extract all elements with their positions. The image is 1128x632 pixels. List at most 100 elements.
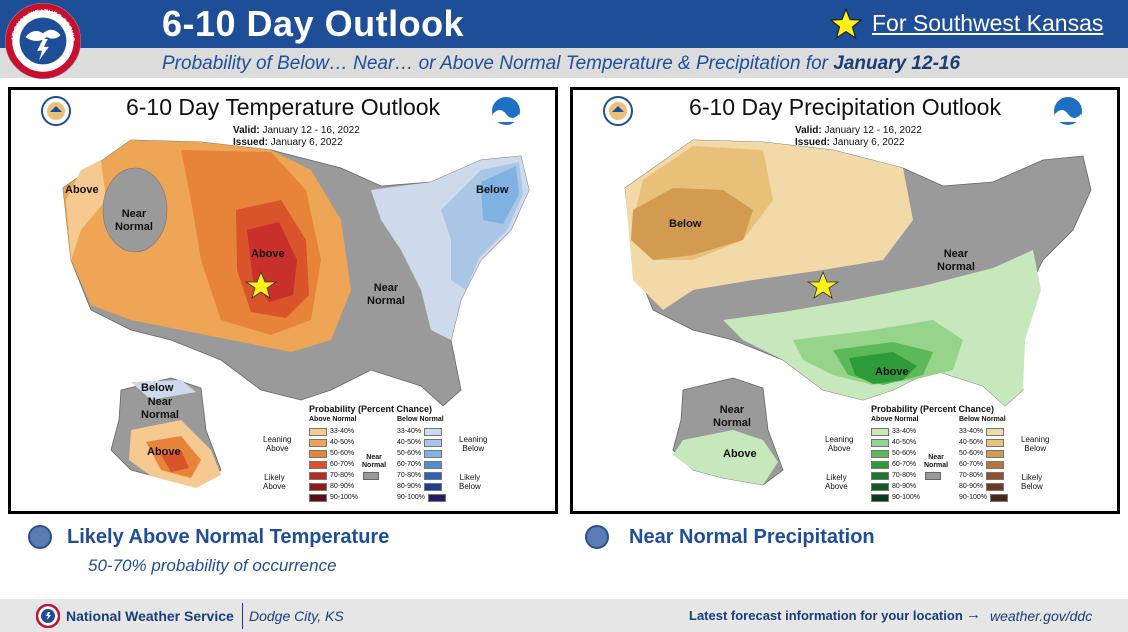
footer-bar bbox=[0, 599, 1128, 632]
legend-swatch bbox=[871, 471, 889, 480]
legend-swatch bbox=[990, 493, 1009, 502]
legend-range-label: 70-80% bbox=[397, 472, 422, 479]
legend-likely-above: Likely Above bbox=[263, 473, 286, 491]
legend-range-label: 50-60% bbox=[892, 450, 917, 457]
precipitation-map-title: 6-10 Day Precipitation Outlook bbox=[689, 94, 1001, 120]
legend-range-label: 60-70% bbox=[959, 461, 984, 468]
legend-swatch bbox=[424, 471, 443, 480]
legend-swatch bbox=[309, 493, 327, 502]
nws-logo: NATIONAL WEATHER SERVICE bbox=[4, 2, 82, 80]
label-above-center: Above bbox=[251, 248, 285, 260]
legend-swatch bbox=[871, 493, 889, 502]
star-icon bbox=[830, 8, 862, 40]
legend-row: 80-90% bbox=[871, 481, 920, 492]
temperature-summary: Likely Above Normal Temperature bbox=[67, 526, 390, 548]
label-alaska-above: Above bbox=[147, 446, 181, 458]
legend-swatch bbox=[986, 427, 1005, 436]
legend-swatch bbox=[424, 427, 443, 436]
legend-range-label: 33-40% bbox=[330, 428, 355, 435]
temperature-legend: Probability (Percent Chance) Above Norma… bbox=[263, 404, 488, 503]
legend-row: 90-100% bbox=[959, 492, 1009, 503]
legend-swatch bbox=[309, 427, 327, 436]
footer-office: Dodge City, KS bbox=[249, 608, 344, 624]
temperature-valid-dates: Valid: January 12 - 16, 2022 Issued: Jan… bbox=[233, 125, 360, 148]
legend-row: 60-70% bbox=[309, 459, 358, 470]
legend-row: 50-60% bbox=[871, 448, 920, 459]
legend-range-label: 70-80% bbox=[892, 472, 917, 479]
label-above-west: Above bbox=[65, 184, 99, 196]
subtitle-bar bbox=[0, 48, 1128, 78]
temperature-probability: 50-70% probability of occurrence bbox=[88, 556, 337, 575]
page-title: 6-10 Day Outlook bbox=[162, 3, 465, 44]
legend-range-label: 90-100% bbox=[397, 494, 426, 501]
legend-range-label: 33-40% bbox=[397, 428, 422, 435]
legend-row: 90-100% bbox=[871, 492, 920, 503]
doc-seal-icon bbox=[41, 96, 71, 126]
legend-range-label: 40-50% bbox=[959, 439, 984, 446]
legend-row: 50-60% bbox=[959, 448, 1008, 459]
legend-range-label: 60-70% bbox=[397, 461, 422, 468]
legend-leaning-below: Leaning Below bbox=[1021, 435, 1050, 453]
legend-range-label: 70-80% bbox=[330, 472, 355, 479]
subtitle: Probability of Below… Near… or Above Nor… bbox=[162, 53, 961, 74]
precipitation-legend: Probability (Percent Chance) Above Norma… bbox=[825, 404, 1050, 503]
noaa-logo-icon bbox=[492, 97, 520, 125]
region-link[interactable]: For Southwest Kansas bbox=[872, 10, 1104, 36]
legend-swatch bbox=[871, 460, 889, 469]
legend-row: 40-50% bbox=[397, 437, 446, 448]
label-near-normal-west: Near Normal bbox=[115, 208, 153, 233]
legend-row: 50-60% bbox=[309, 448, 358, 459]
legend-range-label: 40-50% bbox=[330, 439, 355, 446]
footer-latest-info: Latest forecast information for your loc… bbox=[689, 608, 963, 623]
legend-row: 70-80% bbox=[959, 470, 1008, 481]
label-below-northeast: Below bbox=[476, 184, 509, 196]
legend-leaning-below: Leaning Below bbox=[459, 435, 488, 453]
label-alaska-below: Below bbox=[141, 382, 174, 394]
legend-row: 80-90% bbox=[959, 481, 1008, 492]
legend-range-label: 60-70% bbox=[330, 461, 355, 468]
legend-range-label: 40-50% bbox=[397, 439, 422, 446]
temperature-bullet-icon bbox=[28, 525, 52, 549]
legend-leaning-above: Leaning Above bbox=[263, 435, 292, 453]
label-alaska-near-normal: Near Normal bbox=[713, 404, 751, 429]
legend-range-label: 50-60% bbox=[959, 450, 984, 457]
legend-range-label: 90-100% bbox=[892, 494, 921, 501]
label-below-west: Below bbox=[669, 218, 702, 230]
legend-range-label: 90-100% bbox=[959, 494, 988, 501]
legend-near-normal-swatch bbox=[363, 472, 379, 480]
legend-swatch bbox=[309, 471, 327, 480]
temperature-map-title: 6-10 Day Temperature Outlook bbox=[125, 94, 441, 120]
footer-url-link[interactable]: weather.gov/ddc bbox=[990, 608, 1093, 624]
legend-swatch bbox=[424, 460, 443, 469]
legend-near-normal: Near Normal bbox=[362, 454, 387, 469]
label-near-normal-east: Near Normal bbox=[367, 282, 405, 307]
noaa-logo-icon bbox=[1054, 97, 1082, 125]
legend-row: 70-80% bbox=[309, 470, 358, 481]
precipitation-bullet-icon bbox=[585, 525, 609, 549]
legend-swatch bbox=[309, 449, 327, 458]
legend-row: 90-100% bbox=[397, 492, 447, 503]
legend-row: 33-40% bbox=[871, 426, 920, 437]
legend-swatch bbox=[428, 493, 447, 502]
legend-near-normal: Near Normal bbox=[924, 454, 949, 469]
precipitation-summary: Near Normal Precipitation bbox=[629, 526, 875, 548]
legend-range-label: 60-70% bbox=[892, 461, 917, 468]
legend-range-label: 33-40% bbox=[892, 428, 917, 435]
legend-range-label: 50-60% bbox=[397, 450, 422, 457]
legend-swatch bbox=[309, 460, 327, 469]
legend-swatch bbox=[871, 482, 889, 491]
temperature-outlook-map: 6-10 Day Temperature Outlook Valid: Janu… bbox=[8, 87, 558, 514]
legend-swatch bbox=[986, 471, 1005, 480]
legend-row: 80-90% bbox=[397, 481, 446, 492]
nws-footer-logo-icon bbox=[36, 604, 60, 628]
legend-swatch bbox=[871, 449, 889, 458]
legend-range-label: 80-90% bbox=[892, 483, 917, 490]
legend-range-label: 70-80% bbox=[959, 472, 984, 479]
legend-row: 70-80% bbox=[397, 470, 446, 481]
legend-row: 60-70% bbox=[397, 459, 446, 470]
legend-row: 60-70% bbox=[871, 459, 920, 470]
legend-row: 90-100% bbox=[309, 492, 358, 503]
footer-agency: National Weather Service bbox=[66, 608, 234, 624]
label-alaska-near-normal: Near Normal bbox=[141, 396, 179, 421]
legend-row: 80-90% bbox=[309, 481, 358, 492]
